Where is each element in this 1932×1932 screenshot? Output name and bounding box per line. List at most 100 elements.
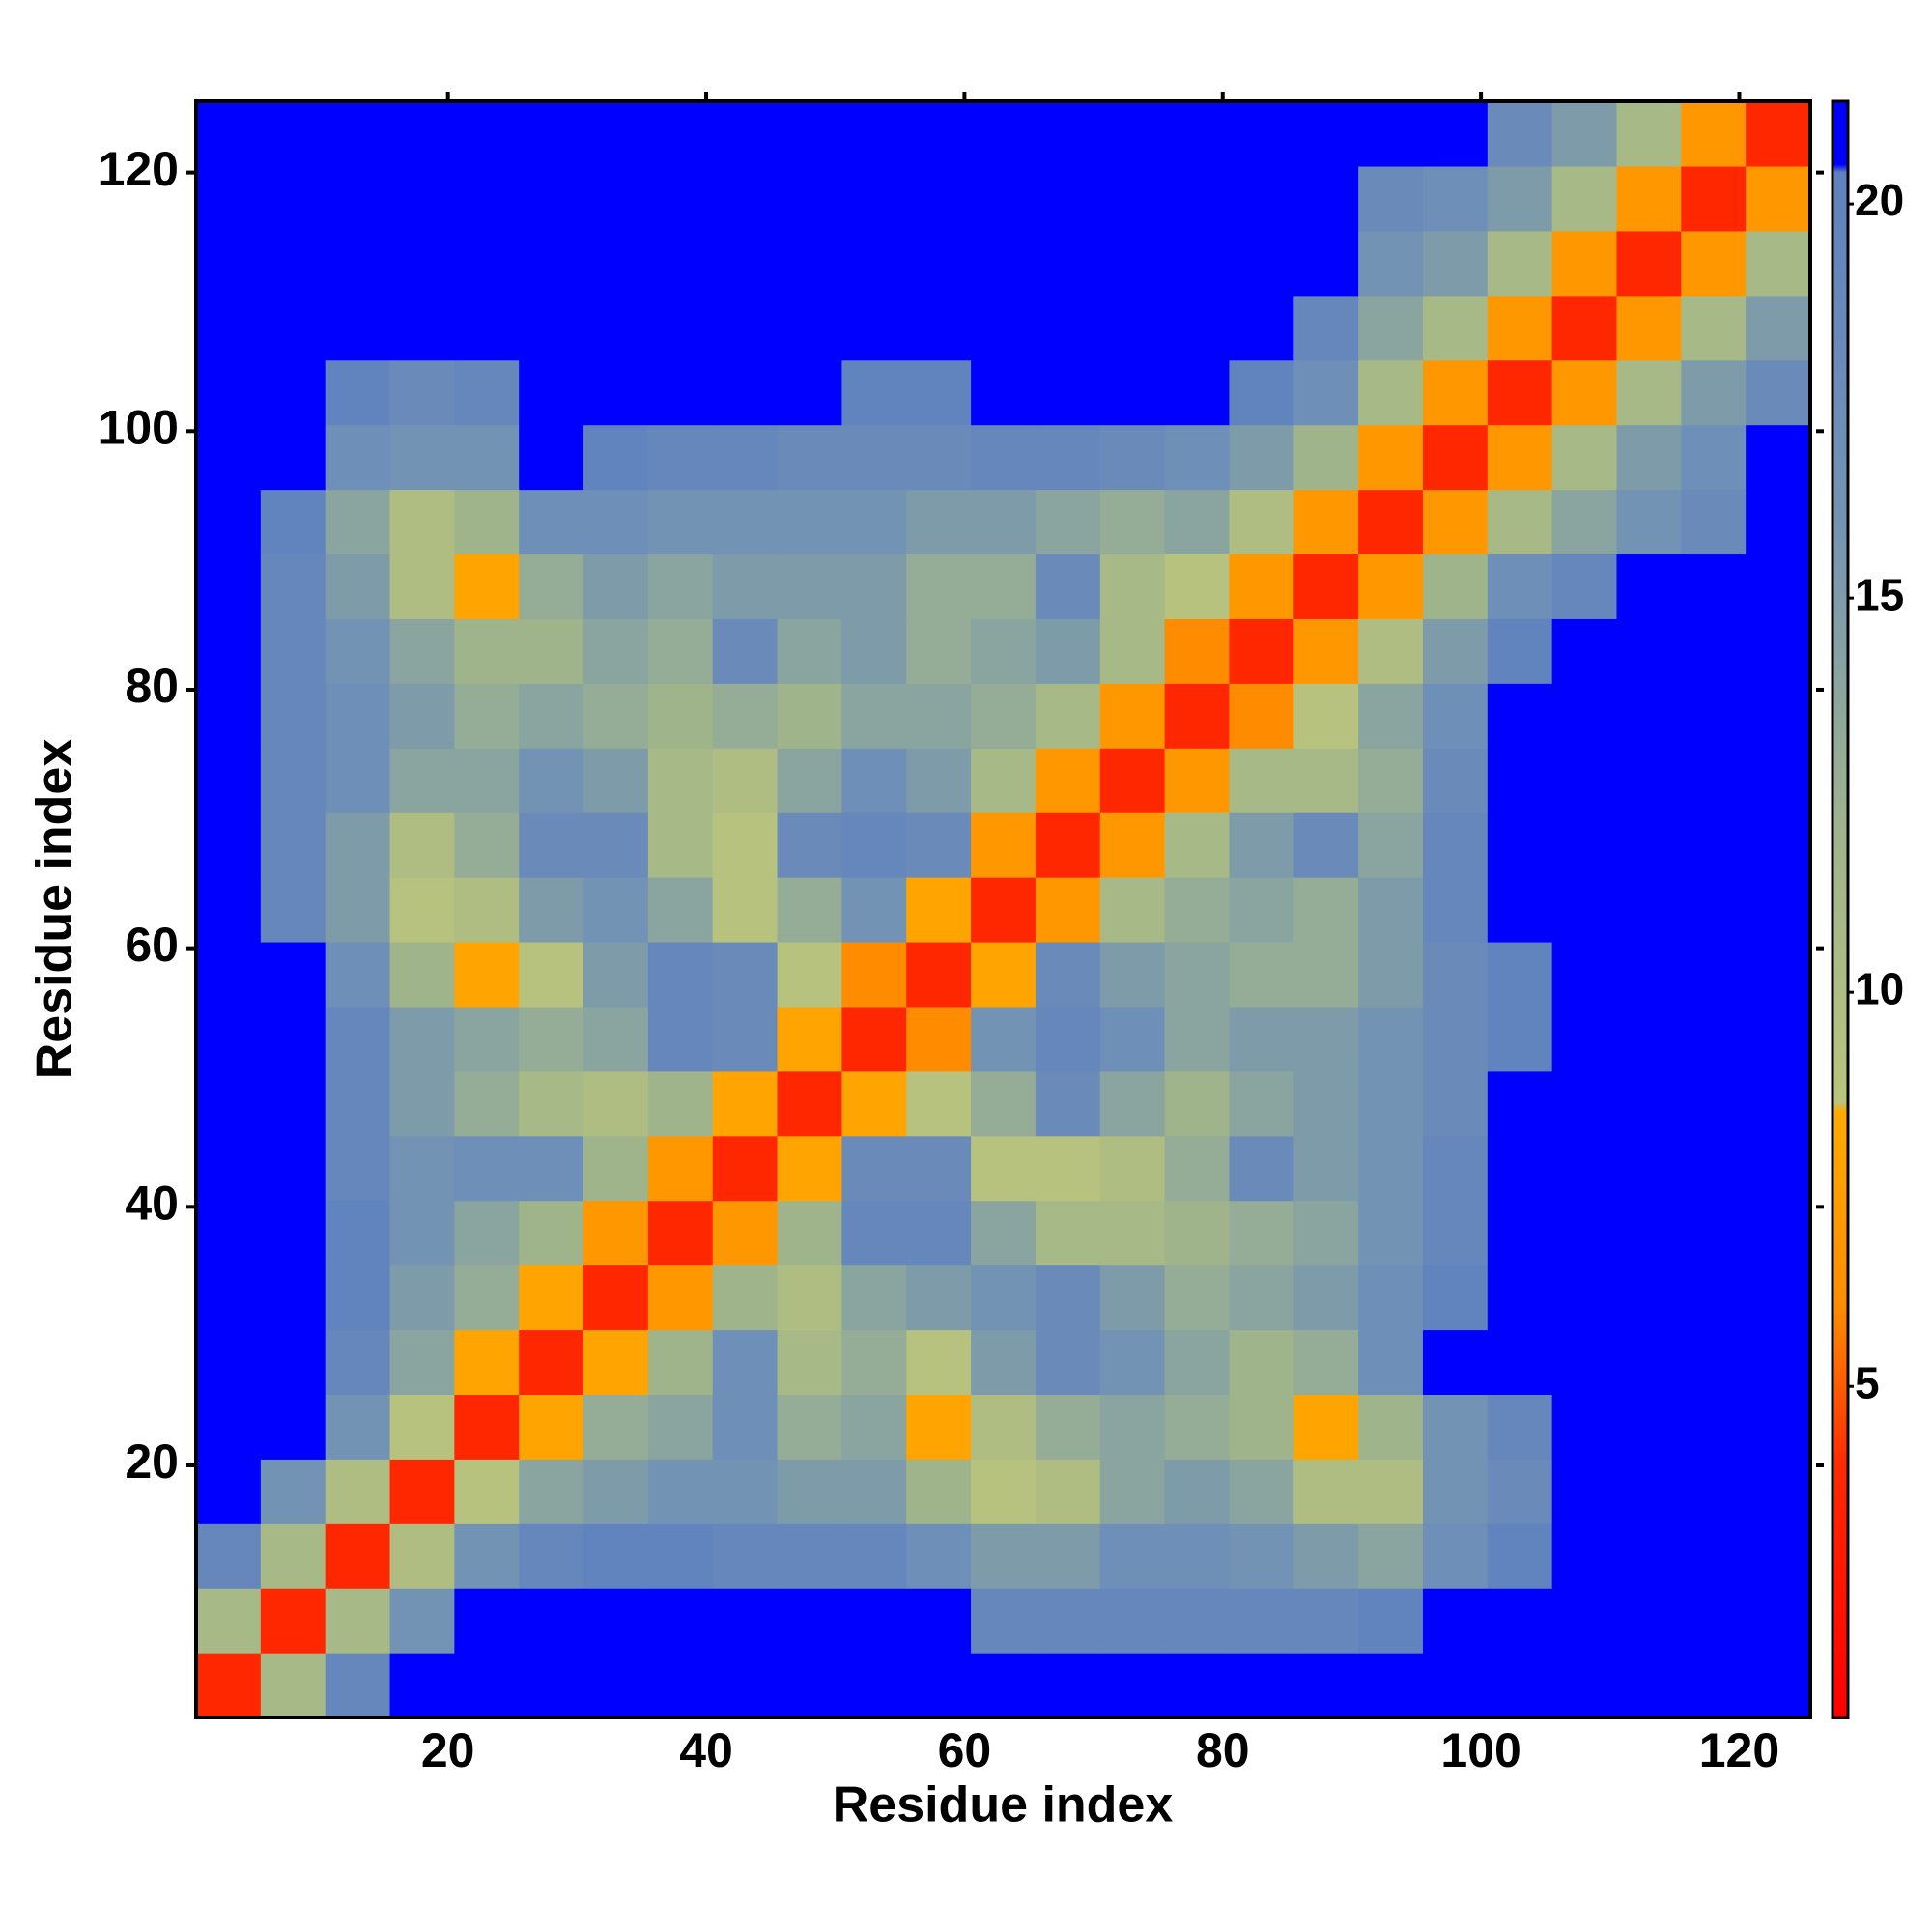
heat-cell (1616, 1329, 1682, 1395)
heat-cell (1681, 1200, 1747, 1266)
colorbar-tick-label: 5 (1855, 1357, 1880, 1407)
heat-cell (1551, 941, 1618, 1008)
heat-cell (389, 1588, 455, 1654)
heat-cell (712, 1135, 779, 1202)
heat-cell (1358, 1006, 1424, 1072)
heat-cell (1551, 1264, 1618, 1331)
heat-cell (906, 1653, 972, 1719)
heat-cell (1099, 1070, 1166, 1137)
heat-cell (325, 1135, 391, 1202)
heat-cell (647, 489, 714, 555)
heat-cell (1681, 877, 1747, 943)
heat-cell (1164, 1264, 1231, 1331)
heat-cell (1551, 359, 1618, 426)
heat-cell (1551, 683, 1618, 749)
heat-cell (389, 489, 455, 555)
heat-cell (906, 1394, 972, 1460)
heat-cell (1035, 554, 1101, 619)
heat-cell (1616, 359, 1682, 426)
heat-cell (971, 554, 1037, 619)
heat-cell (647, 101, 714, 167)
heat-cell (777, 812, 842, 878)
x-tick-label: 80 (1196, 1723, 1250, 1777)
heat-cell (971, 941, 1037, 1008)
heat-cell (647, 1006, 714, 1072)
heat-cell (454, 812, 520, 878)
heat-cell (1099, 1200, 1166, 1266)
heat-cell (971, 683, 1037, 749)
heat-cell (325, 359, 391, 426)
heat-cell (712, 1459, 779, 1524)
heat-cell (1035, 683, 1101, 749)
heat-cell (841, 1200, 907, 1266)
heat-cell (454, 359, 520, 426)
heat-cell (777, 748, 842, 813)
heat-cell (1358, 489, 1424, 555)
heat-cell (519, 877, 584, 943)
heat-cell (325, 1394, 391, 1460)
heat-cell (583, 1200, 649, 1266)
heat-cell (1099, 295, 1166, 361)
heat-cell (1035, 1653, 1101, 1719)
heat-cell (1616, 1006, 1682, 1072)
heat-cell (1293, 683, 1359, 749)
heat-cell (1681, 1394, 1747, 1460)
heat-cell (519, 748, 584, 813)
heat-cell (1099, 230, 1166, 297)
heat-cell (325, 1588, 391, 1654)
heat-cell (1422, 1588, 1489, 1654)
heat-cell (583, 1653, 649, 1719)
heat-cell (583, 748, 649, 813)
heat-cell (1746, 165, 1811, 232)
x-tick-label: 40 (679, 1723, 733, 1777)
heat-cell (971, 1523, 1037, 1589)
heat-cell (1487, 295, 1553, 361)
heat-cell (1616, 1394, 1682, 1460)
heat-cell (1099, 1329, 1166, 1395)
heat-cell (389, 165, 455, 232)
heat-cell (389, 1653, 455, 1719)
heat-cell (1681, 295, 1747, 361)
heat-cell (906, 424, 972, 491)
heat-cell (712, 1588, 779, 1654)
heat-cell (196, 165, 262, 232)
heat-cell (454, 489, 520, 555)
heat-cell (777, 1523, 842, 1589)
heat-cell (1035, 1135, 1101, 1202)
heat-cell (454, 1459, 520, 1524)
heat-cell (777, 1653, 842, 1719)
heat-cell (1422, 1394, 1489, 1460)
heat-cell (841, 359, 907, 426)
heat-cell (841, 1523, 907, 1589)
heat-cell (389, 1200, 455, 1266)
heat-cell (1099, 1588, 1166, 1654)
heat-cell (1229, 489, 1294, 555)
heat-cell (454, 1523, 520, 1589)
heat-cell (454, 618, 520, 684)
heat-cell (1358, 101, 1424, 167)
heat-cell (1293, 165, 1359, 232)
heat-cell (647, 941, 714, 1008)
heat-cell (1293, 230, 1359, 297)
heat-cell (1422, 618, 1489, 684)
heat-cell (389, 554, 455, 619)
heat-cell (1681, 230, 1747, 297)
heat-cell (647, 683, 714, 749)
heat-cell (841, 1070, 907, 1137)
heat-cell (1616, 748, 1682, 813)
heat-cell (971, 230, 1037, 297)
heat-cell (712, 1329, 779, 1395)
heat-cell (1746, 230, 1811, 297)
heat-cell (1164, 1006, 1231, 1072)
heat-cell (712, 230, 779, 297)
heat-cell (1035, 230, 1101, 297)
heat-cell (1551, 1329, 1618, 1395)
heat-cell (1487, 101, 1553, 167)
heat-cell (1746, 1200, 1811, 1266)
heat-cell (1164, 1200, 1231, 1266)
x-tick-label: 60 (938, 1723, 992, 1777)
heat-cell (1164, 812, 1231, 878)
heat-cell (1358, 295, 1424, 361)
heat-cell (196, 295, 262, 361)
heat-cell (389, 1459, 455, 1524)
